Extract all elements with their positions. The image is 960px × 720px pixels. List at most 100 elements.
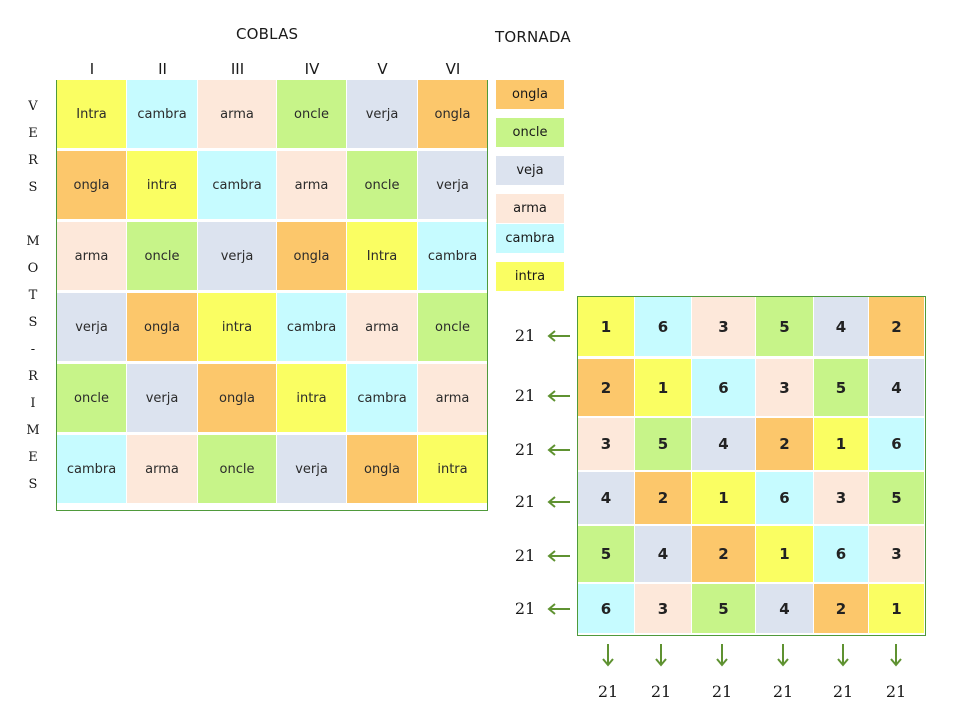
number-cell: 6 — [635, 297, 691, 356]
number-cell: 3 — [814, 472, 868, 524]
left-arrow-icon — [547, 330, 570, 342]
coblas-cell: intra — [418, 435, 487, 503]
number-cell: 4 — [635, 526, 691, 582]
column-header: III — [230, 60, 245, 78]
row-sum: 21 — [514, 386, 536, 405]
number-cell: 1 — [635, 359, 691, 416]
column-sum: 21 — [711, 682, 733, 701]
left-arrow-icon — [547, 444, 570, 456]
number-cell: 3 — [692, 297, 755, 356]
coblas-cell: verja — [347, 80, 417, 148]
number-cell: 5 — [635, 418, 691, 470]
number-cell: 2 — [692, 526, 755, 582]
number-cell: 3 — [578, 418, 634, 470]
row-sum: 21 — [514, 492, 536, 511]
coblas-cell: intra — [127, 151, 197, 219]
side-label-letter: I — [30, 396, 36, 411]
number-cell: 2 — [814, 584, 868, 633]
coblas-cell: cambra — [418, 222, 487, 290]
side-label-letter: M — [26, 234, 40, 249]
side-label-letter: V — [28, 99, 38, 114]
column-sum: 21 — [832, 682, 854, 701]
column-header: IV — [304, 60, 320, 78]
number-cell: 4 — [578, 472, 634, 524]
coblas-cell: oncle — [347, 151, 417, 219]
number-cell: 2 — [869, 297, 924, 356]
side-label-letter: R — [28, 153, 38, 168]
tornada-legend-item: oncle — [496, 118, 564, 147]
side-label-letter: S — [28, 477, 38, 492]
coblas-cell: arma — [198, 80, 276, 148]
row-sum: 21 — [514, 599, 536, 618]
column-header: I — [89, 60, 95, 78]
tornada-legend-item: veja — [496, 156, 564, 185]
number-cell: 6 — [869, 418, 924, 470]
coblas-cell: arma — [347, 293, 417, 361]
side-label-letter: S — [28, 315, 38, 330]
coblas-cell: cambra — [277, 293, 346, 361]
down-arrow-icon — [777, 644, 789, 667]
number-cell: 4 — [814, 297, 868, 356]
number-cell: 5 — [869, 472, 924, 524]
down-arrow-icon — [716, 644, 728, 667]
number-cell: 3 — [635, 584, 691, 633]
down-arrow-icon — [655, 644, 667, 667]
column-sum: 21 — [650, 682, 672, 701]
coblas-cell: arma — [277, 151, 346, 219]
coblas-cell: ongla — [347, 435, 417, 503]
coblas-cell: oncle — [127, 222, 197, 290]
coblas-cell: intra — [277, 364, 346, 432]
tornada-legend-item: intra — [496, 262, 564, 291]
side-label-letter: O — [27, 261, 39, 276]
number-cell: 6 — [692, 359, 755, 416]
coblas-cell: Intra — [347, 222, 417, 290]
coblas-cell: ongla — [57, 151, 126, 219]
coblas-cell: oncle — [198, 435, 276, 503]
tornada-legend-item: ongla — [496, 80, 564, 109]
side-label-letter: E — [28, 450, 38, 465]
number-cell: 3 — [869, 526, 924, 582]
number-cell: 6 — [756, 472, 813, 524]
coblas-cell: oncle — [277, 80, 346, 148]
side-label-letter: M — [26, 423, 40, 438]
number-cell: 3 — [756, 359, 813, 416]
side-label-letter: E — [28, 126, 38, 141]
coblas-title: COBLAS — [236, 25, 299, 43]
coblas-cell: ongla — [127, 293, 197, 361]
side-label-letter: - — [30, 342, 36, 357]
row-sum: 21 — [514, 440, 536, 459]
coblas-cell: Intra — [57, 80, 126, 148]
coblas-cell: cambra — [347, 364, 417, 432]
column-header: II — [158, 60, 167, 78]
number-cell: 4 — [869, 359, 924, 416]
side-label-letter: R — [28, 369, 38, 384]
side-label-letter: T — [28, 288, 38, 303]
number-cell: 2 — [756, 418, 813, 470]
coblas-cell: arma — [127, 435, 197, 503]
coblas-cell: ongla — [418, 80, 487, 148]
coblas-cell: verja — [127, 364, 197, 432]
column-header: VI — [445, 60, 461, 78]
number-cell: 1 — [814, 418, 868, 470]
number-cell: 1 — [756, 526, 813, 582]
coblas-cell: oncle — [418, 293, 487, 361]
down-arrow-icon — [890, 644, 902, 667]
number-cell: 5 — [756, 297, 813, 356]
column-sum: 21 — [597, 682, 619, 701]
tornada-legend-item: cambra — [496, 224, 564, 253]
down-arrow-icon — [602, 644, 614, 667]
coblas-cell: cambra — [57, 435, 126, 503]
coblas-grid: Intra cambra arma oncle verja ongla ongla intra… — [56, 80, 488, 511]
coblas-cell: arma — [57, 222, 126, 290]
left-arrow-icon — [547, 390, 570, 402]
left-arrow-icon — [547, 603, 570, 615]
coblas-cell: ongla — [277, 222, 346, 290]
number-cell: 4 — [756, 584, 813, 633]
number-cell: 6 — [814, 526, 868, 582]
coblas-cell: verja — [57, 293, 126, 361]
number-cell: 4 — [692, 418, 755, 470]
coblas-cell: ongla — [198, 364, 276, 432]
coblas-cell: verja — [198, 222, 276, 290]
coblas-cell: cambra — [127, 80, 197, 148]
